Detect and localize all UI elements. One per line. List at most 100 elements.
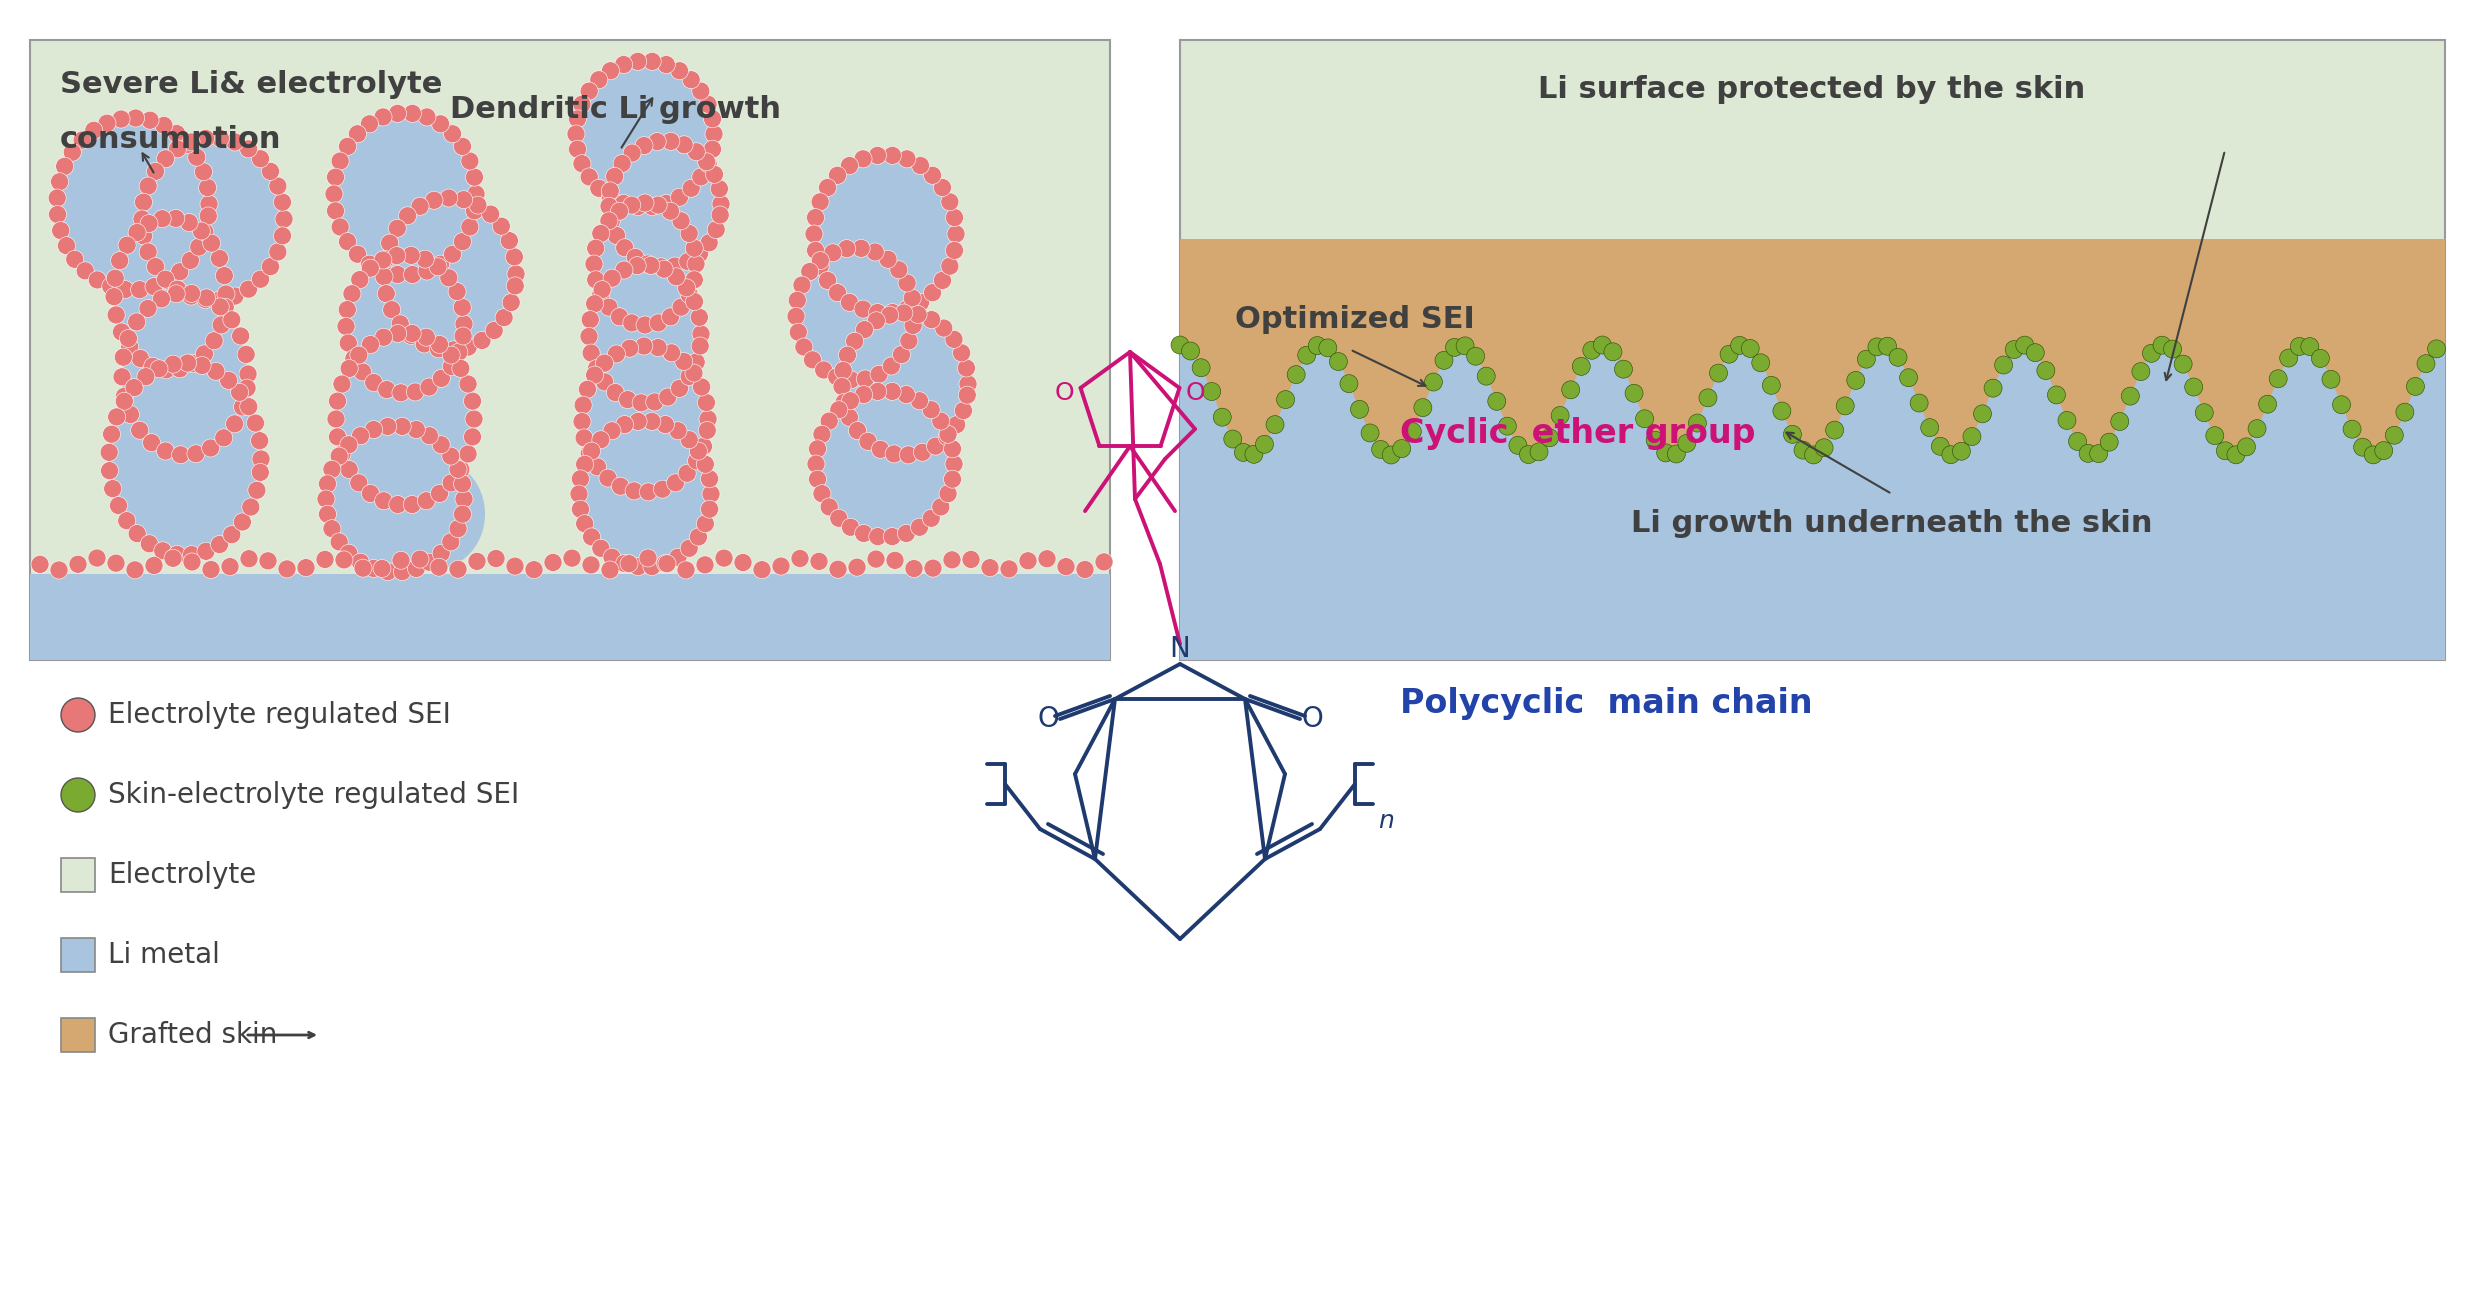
Circle shape [621, 339, 639, 357]
Ellipse shape [579, 422, 710, 566]
Circle shape [869, 383, 886, 401]
Circle shape [178, 354, 196, 373]
Circle shape [322, 519, 342, 538]
Circle shape [196, 162, 213, 180]
Circle shape [349, 345, 369, 363]
Circle shape [270, 242, 287, 260]
Circle shape [871, 365, 889, 383]
Circle shape [616, 415, 634, 433]
Circle shape [656, 415, 673, 433]
Circle shape [592, 285, 609, 303]
Circle shape [374, 492, 394, 509]
Circle shape [50, 173, 69, 191]
Circle shape [834, 393, 854, 411]
Circle shape [1245, 445, 1262, 463]
Circle shape [62, 779, 94, 812]
Circle shape [2418, 354, 2435, 373]
Circle shape [945, 330, 963, 348]
Circle shape [829, 401, 849, 419]
Circle shape [225, 133, 245, 151]
Circle shape [1794, 441, 1812, 459]
Circle shape [938, 425, 958, 443]
Circle shape [2089, 445, 2109, 463]
Circle shape [859, 432, 876, 450]
Circle shape [99, 115, 116, 133]
Circle shape [453, 505, 473, 523]
Circle shape [908, 305, 928, 324]
Circle shape [703, 485, 720, 503]
Circle shape [453, 460, 470, 478]
Circle shape [1037, 549, 1057, 567]
Circle shape [156, 271, 176, 289]
Circle shape [252, 450, 270, 468]
Circle shape [2247, 420, 2267, 438]
Circle shape [1000, 559, 1017, 577]
Circle shape [389, 219, 406, 237]
Circle shape [681, 285, 698, 303]
Circle shape [658, 554, 676, 572]
Circle shape [644, 558, 661, 576]
Circle shape [596, 354, 614, 373]
Circle shape [2312, 349, 2329, 367]
Circle shape [856, 370, 874, 388]
Circle shape [923, 311, 940, 329]
Circle shape [463, 428, 483, 446]
Circle shape [376, 268, 394, 286]
Circle shape [121, 338, 139, 356]
Circle shape [339, 138, 356, 156]
Circle shape [351, 553, 369, 571]
Circle shape [233, 398, 252, 416]
Circle shape [572, 500, 589, 518]
Circle shape [678, 561, 695, 579]
Circle shape [671, 379, 688, 397]
Circle shape [339, 460, 359, 478]
Circle shape [879, 250, 896, 268]
Circle shape [200, 195, 218, 213]
Circle shape [2037, 362, 2054, 379]
Circle shape [334, 550, 354, 568]
Circle shape [790, 324, 807, 342]
Circle shape [272, 227, 292, 245]
Circle shape [2428, 340, 2445, 358]
Circle shape [238, 379, 255, 397]
Circle shape [812, 257, 829, 275]
Circle shape [579, 380, 596, 398]
Ellipse shape [577, 62, 713, 206]
Circle shape [210, 129, 230, 147]
Circle shape [89, 549, 106, 567]
Circle shape [688, 452, 705, 470]
Circle shape [658, 195, 676, 213]
Circle shape [1604, 343, 1621, 361]
Circle shape [431, 485, 448, 503]
Circle shape [544, 553, 562, 571]
Circle shape [693, 82, 710, 101]
Circle shape [455, 315, 473, 333]
Circle shape [243, 498, 260, 516]
Circle shape [252, 463, 270, 481]
Circle shape [705, 125, 723, 143]
Circle shape [1510, 436, 1527, 454]
Circle shape [349, 245, 366, 263]
Circle shape [460, 218, 478, 236]
Circle shape [183, 545, 200, 563]
Circle shape [869, 527, 886, 545]
Circle shape [695, 455, 715, 473]
Circle shape [1426, 373, 1443, 391]
Circle shape [567, 125, 584, 143]
Circle shape [807, 241, 824, 259]
Circle shape [933, 272, 950, 290]
Circle shape [131, 349, 148, 367]
Ellipse shape [119, 354, 210, 454]
Circle shape [403, 104, 421, 122]
Circle shape [2270, 370, 2287, 388]
Circle shape [220, 558, 240, 576]
Circle shape [940, 257, 958, 275]
Ellipse shape [109, 363, 260, 554]
Circle shape [1329, 353, 1346, 370]
Circle shape [686, 271, 703, 289]
Circle shape [849, 422, 866, 440]
Circle shape [240, 365, 257, 383]
Ellipse shape [337, 334, 473, 504]
Circle shape [248, 414, 265, 432]
Circle shape [891, 260, 908, 278]
